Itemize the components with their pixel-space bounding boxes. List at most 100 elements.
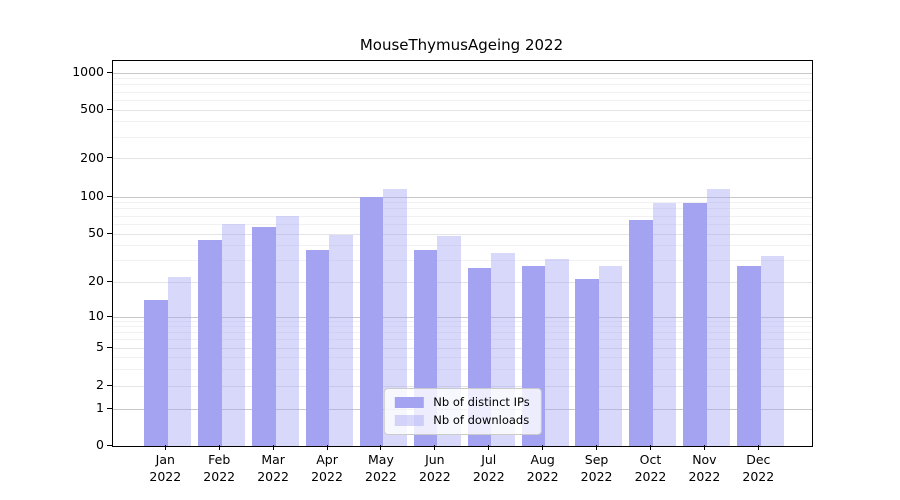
x-label-month: Jul	[481, 452, 497, 467]
bar-downloads-feb	[221, 224, 246, 446]
x-label-year: 2022	[742, 469, 775, 484]
gridline-400	[113, 121, 812, 123]
bar-distinct-ips-mar	[252, 227, 276, 446]
x-label-jun: Jun 2022	[407, 451, 463, 485]
x-label-year: 2022	[203, 469, 236, 484]
bar-downloads-jan	[167, 277, 192, 446]
y-tick-label-200: 200	[80, 149, 104, 165]
y-tick-label-0: 0	[96, 437, 104, 452]
bar-distinct-ips-may	[359, 197, 384, 446]
y-tick-mark-2	[107, 384, 112, 386]
x-label-month: Jun	[425, 452, 445, 467]
bar-distinct-ips-dec	[737, 266, 761, 446]
y-tick-label-2: 2	[96, 377, 104, 392]
x-tick-mark-feb	[218, 445, 220, 450]
legend-swatch-downloads	[394, 415, 424, 426]
x-label-year: 2022	[688, 469, 721, 484]
y-tick-mark-0	[107, 444, 112, 446]
x-tick-mark-jul	[488, 445, 490, 450]
x-tick-mark-dec	[757, 445, 759, 450]
legend-entry-distinct-ips: Nb of distinct IPs	[394, 395, 530, 409]
bar-distinct-ips-oct	[629, 220, 653, 446]
x-label-month: Feb	[208, 452, 231, 467]
bar-distinct-ips-nov	[683, 202, 707, 446]
x-label-month: Sep	[584, 452, 609, 467]
legend: Nb of distinct IPs Nb of downloads	[383, 388, 542, 435]
plot-area: Nb of distinct IPs Nb of downloads	[112, 60, 813, 447]
x-label-month: Jan	[155, 452, 175, 467]
y-tick-mark-10	[107, 315, 112, 317]
x-label-year: 2022	[472, 469, 505, 484]
x-label-year: 2022	[257, 469, 290, 484]
y-tick-mark-5	[107, 346, 112, 348]
y-tick-mark-1	[107, 407, 112, 409]
bar-downloads-may	[383, 189, 407, 446]
gridline-700	[113, 91, 812, 93]
x-label-sep: Sep 2022	[569, 451, 625, 485]
x-label-year: 2022	[580, 469, 613, 484]
x-label-month: Dec	[746, 452, 771, 467]
legend-label-distinct-ips: Nb of distinct IPs	[433, 395, 530, 409]
gridline-800	[113, 84, 812, 86]
y-tick-label-1000: 1000	[72, 64, 104, 79]
gridline-1000	[113, 72, 812, 74]
gridline-200	[113, 158, 812, 159]
gridline-70	[113, 215, 812, 217]
gridline-40	[113, 245, 812, 247]
bar-distinct-ips-jan	[144, 300, 168, 446]
y-tick-label-20: 20	[88, 273, 104, 288]
chart-title: MouseThymusAgeing 2022	[359, 36, 564, 54]
x-label-month: Aug	[530, 452, 555, 467]
gridline-9	[113, 321, 812, 323]
bar-downloads-oct	[652, 203, 677, 446]
gridline-20	[113, 281, 812, 283]
bar-downloads-aug	[545, 259, 569, 446]
x-label-year: 2022	[149, 469, 182, 484]
x-label-month: Oct	[639, 452, 662, 467]
x-label-month: May	[368, 452, 394, 467]
x-tick-mark-jan	[164, 445, 166, 450]
y-tick-label-50: 50	[88, 225, 104, 240]
x-tick-mark-nov	[703, 445, 705, 450]
y-tick-label-500: 500	[80, 101, 104, 116]
bar-distinct-ips-sep	[575, 279, 599, 446]
x-label-nov: Nov 2022	[676, 451, 732, 485]
x-tick-mark-oct	[649, 445, 651, 450]
gridline-500	[113, 109, 812, 111]
x-label-year: 2022	[634, 469, 667, 484]
x-label-year: 2022	[311, 469, 343, 484]
x-label-oct: Oct 2022	[622, 451, 678, 485]
gridline-10	[113, 316, 812, 318]
bar-downloads-apr	[329, 235, 353, 446]
gridline-50	[113, 233, 812, 235]
legend-label-downloads: Nb of downloads	[433, 413, 530, 427]
x-tick-mark-sep	[596, 445, 598, 450]
gridline-2	[113, 385, 812, 387]
y-tick-mark-500	[107, 108, 112, 110]
gridline-60	[113, 223, 812, 225]
gridline-100	[113, 196, 812, 198]
y-tick-mark-50	[107, 232, 112, 234]
x-tick-mark-may	[380, 445, 382, 450]
y-tick-mark-200	[107, 157, 112, 158]
gridline-7	[113, 332, 812, 334]
y-tick-label-1: 1	[96, 400, 104, 415]
gridline-300	[113, 136, 812, 138]
x-tick-mark-mar	[272, 445, 274, 450]
gridline-8	[113, 326, 812, 328]
x-tick-mark-apr	[326, 445, 328, 450]
legend-swatch-distinct-ips	[394, 397, 424, 408]
y-tick-mark-1000	[107, 71, 112, 73]
x-label-month: Mar	[261, 452, 285, 467]
x-label-apr: Apr 2022	[299, 451, 355, 485]
x-label-aug: Aug 2022	[515, 451, 571, 485]
bar-downloads-mar	[275, 216, 300, 446]
gridline-6	[113, 339, 812, 341]
gridline-3	[113, 368, 812, 370]
x-label-jul: Jul 2022	[461, 451, 517, 485]
bar-downloads-nov	[706, 188, 731, 446]
x-label-year: 2022	[418, 469, 451, 484]
gridline-5	[113, 347, 812, 349]
gridline-4	[113, 356, 812, 358]
